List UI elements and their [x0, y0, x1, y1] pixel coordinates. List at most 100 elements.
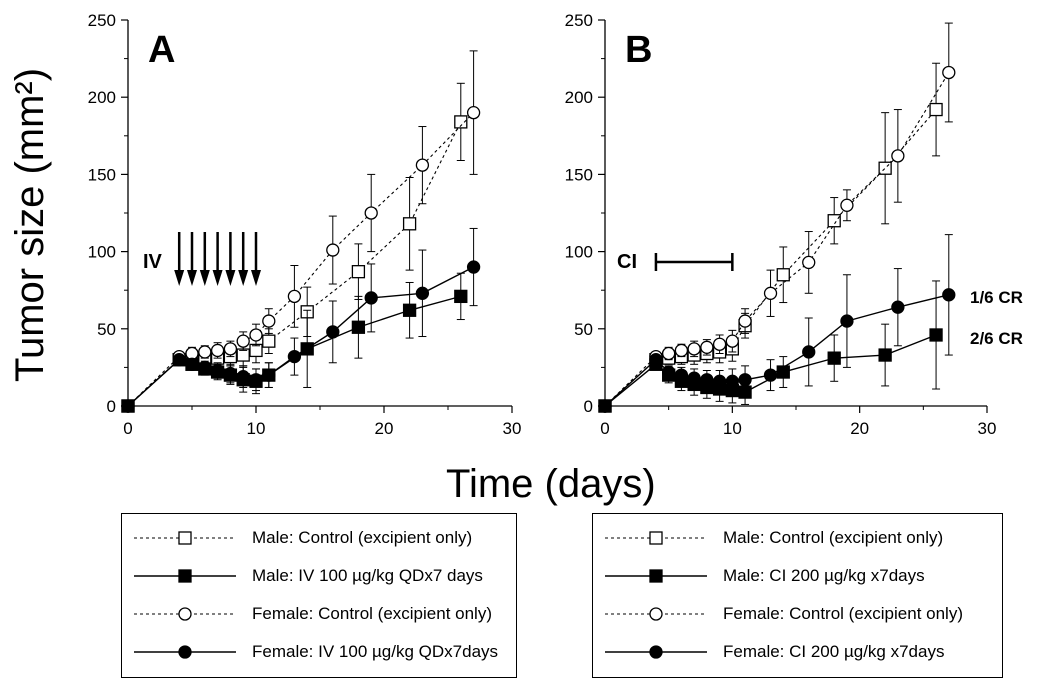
- x-tick-label: 10: [247, 419, 266, 438]
- legend-marker: [178, 531, 192, 545]
- data-point: [738, 314, 752, 328]
- x-axis-title: Time (days): [446, 462, 656, 506]
- data-point: [262, 368, 276, 382]
- panel-label: A: [148, 29, 175, 71]
- x-tick-label: 30: [503, 419, 522, 438]
- x-tick-label: 0: [600, 419, 609, 438]
- dose-arrow-head: [199, 270, 210, 286]
- data-point: [827, 214, 841, 228]
- legend-item: Female: Control (excipient only): [122, 601, 516, 627]
- x-tick-label: 0: [123, 419, 132, 438]
- legend-swatch-icon: [605, 607, 707, 621]
- data-point: [402, 303, 417, 317]
- y-tick-label: 100: [88, 243, 116, 262]
- data-point: [364, 206, 378, 220]
- y-tick-label: 150: [88, 165, 116, 184]
- data-point: [262, 314, 276, 328]
- data-point: [210, 363, 225, 378]
- x-tick-label: 20: [375, 419, 394, 438]
- y-tick-label: 100: [565, 243, 593, 262]
- legend-marker: [649, 569, 663, 583]
- data-point: [351, 320, 366, 334]
- data-point: [364, 291, 378, 305]
- data-point: [674, 343, 689, 358]
- dose-arrow-head: [187, 270, 197, 286]
- data-point: [878, 348, 892, 362]
- y-tick-label: 200: [88, 88, 116, 107]
- data-point: [712, 337, 727, 351]
- data-series: [121, 50, 481, 413]
- data-point: [776, 268, 790, 282]
- data-point: [662, 346, 676, 361]
- chart-panel-a: 0 10 20 30 0 50 100 150 200 250 A IV: [88, 11, 522, 438]
- legend-label: Male: Control (excipient only): [723, 528, 944, 547]
- legend-marker: [178, 607, 192, 621]
- data-point: [942, 65, 956, 80]
- legend-swatch-icon: [134, 607, 236, 621]
- data-point: [466, 260, 481, 274]
- data-point: [878, 161, 892, 175]
- data-point: [454, 289, 468, 304]
- data-point: [929, 328, 943, 342]
- legend-item: Female: CI 200 µg/kg x7days: [593, 639, 1002, 665]
- data-point: [121, 399, 135, 413]
- data-point: [891, 149, 905, 163]
- y-tick-label: 250: [565, 11, 593, 30]
- data-point: [802, 255, 816, 270]
- legend-item: Female: Control (excipient only): [593, 601, 1002, 627]
- legend-swatch-icon: [134, 569, 236, 583]
- data-point: [287, 289, 302, 304]
- data-point: [262, 334, 276, 348]
- data-point: [454, 115, 468, 129]
- data-point: [942, 288, 956, 302]
- y-tick-label: 250: [88, 11, 116, 30]
- y-tick-label: 200: [565, 88, 593, 107]
- data-point: [287, 349, 302, 364]
- data-point: [929, 102, 943, 117]
- data-point: [891, 300, 905, 314]
- legend-item: Male: CI 200 µg/kg x7days: [593, 563, 1002, 589]
- dose-arrow-head: [251, 270, 261, 286]
- data-series: [598, 22, 956, 413]
- legend-marker: [178, 645, 192, 659]
- data-point: [840, 314, 854, 328]
- cr-label: 2/6 CR: [970, 329, 1023, 348]
- dose-arrow-head: [238, 270, 249, 286]
- cr-label: 1/6 CR: [970, 288, 1023, 307]
- dose-arrow-head: [212, 270, 223, 286]
- data-point: [236, 334, 250, 348]
- legend-marker: [649, 645, 663, 659]
- legend-item: Male: Control (excipient only): [122, 525, 516, 551]
- legend-marker: [649, 531, 663, 545]
- legend-label: Female: Control (excipient only): [252, 604, 492, 623]
- data-point: [466, 105, 481, 120]
- legend-swatch-icon: [605, 531, 707, 545]
- dose-arrow-head: [225, 270, 236, 286]
- x-tick-label: 20: [850, 419, 869, 438]
- legend-swatch-icon: [134, 531, 236, 545]
- legend-label: Male: CI 200 µg/kg x7days: [723, 566, 925, 585]
- data-point: [700, 340, 714, 354]
- data-point: [198, 345, 212, 359]
- data-point: [351, 265, 366, 279]
- data-point: [725, 334, 739, 348]
- data-point: [662, 365, 676, 379]
- data-point: [326, 243, 340, 257]
- dosing-annotation: IV: [143, 232, 261, 286]
- legend-marker: [178, 569, 192, 583]
- y-axis-title: Tumor size (mm²): [8, 67, 52, 382]
- data-point: [827, 351, 841, 365]
- legend-swatch-icon: [605, 645, 707, 659]
- data-point: [687, 342, 701, 356]
- y-tick-label: 0: [584, 397, 593, 416]
- data-point: [802, 345, 816, 359]
- y-tick-label: 50: [574, 320, 593, 339]
- data-point: [725, 374, 739, 388]
- data-point: [598, 399, 612, 413]
- data-point: [700, 373, 714, 387]
- data-point: [415, 286, 430, 300]
- legend-panel-a: Male: Control (excipient only) Male: IV …: [121, 513, 517, 678]
- data-point: [649, 353, 663, 367]
- chart-panel-b: 0 10 20 30 0 50 100 150 200 250 B CI 1/6 CR 2/6 CR: [565, 11, 1023, 438]
